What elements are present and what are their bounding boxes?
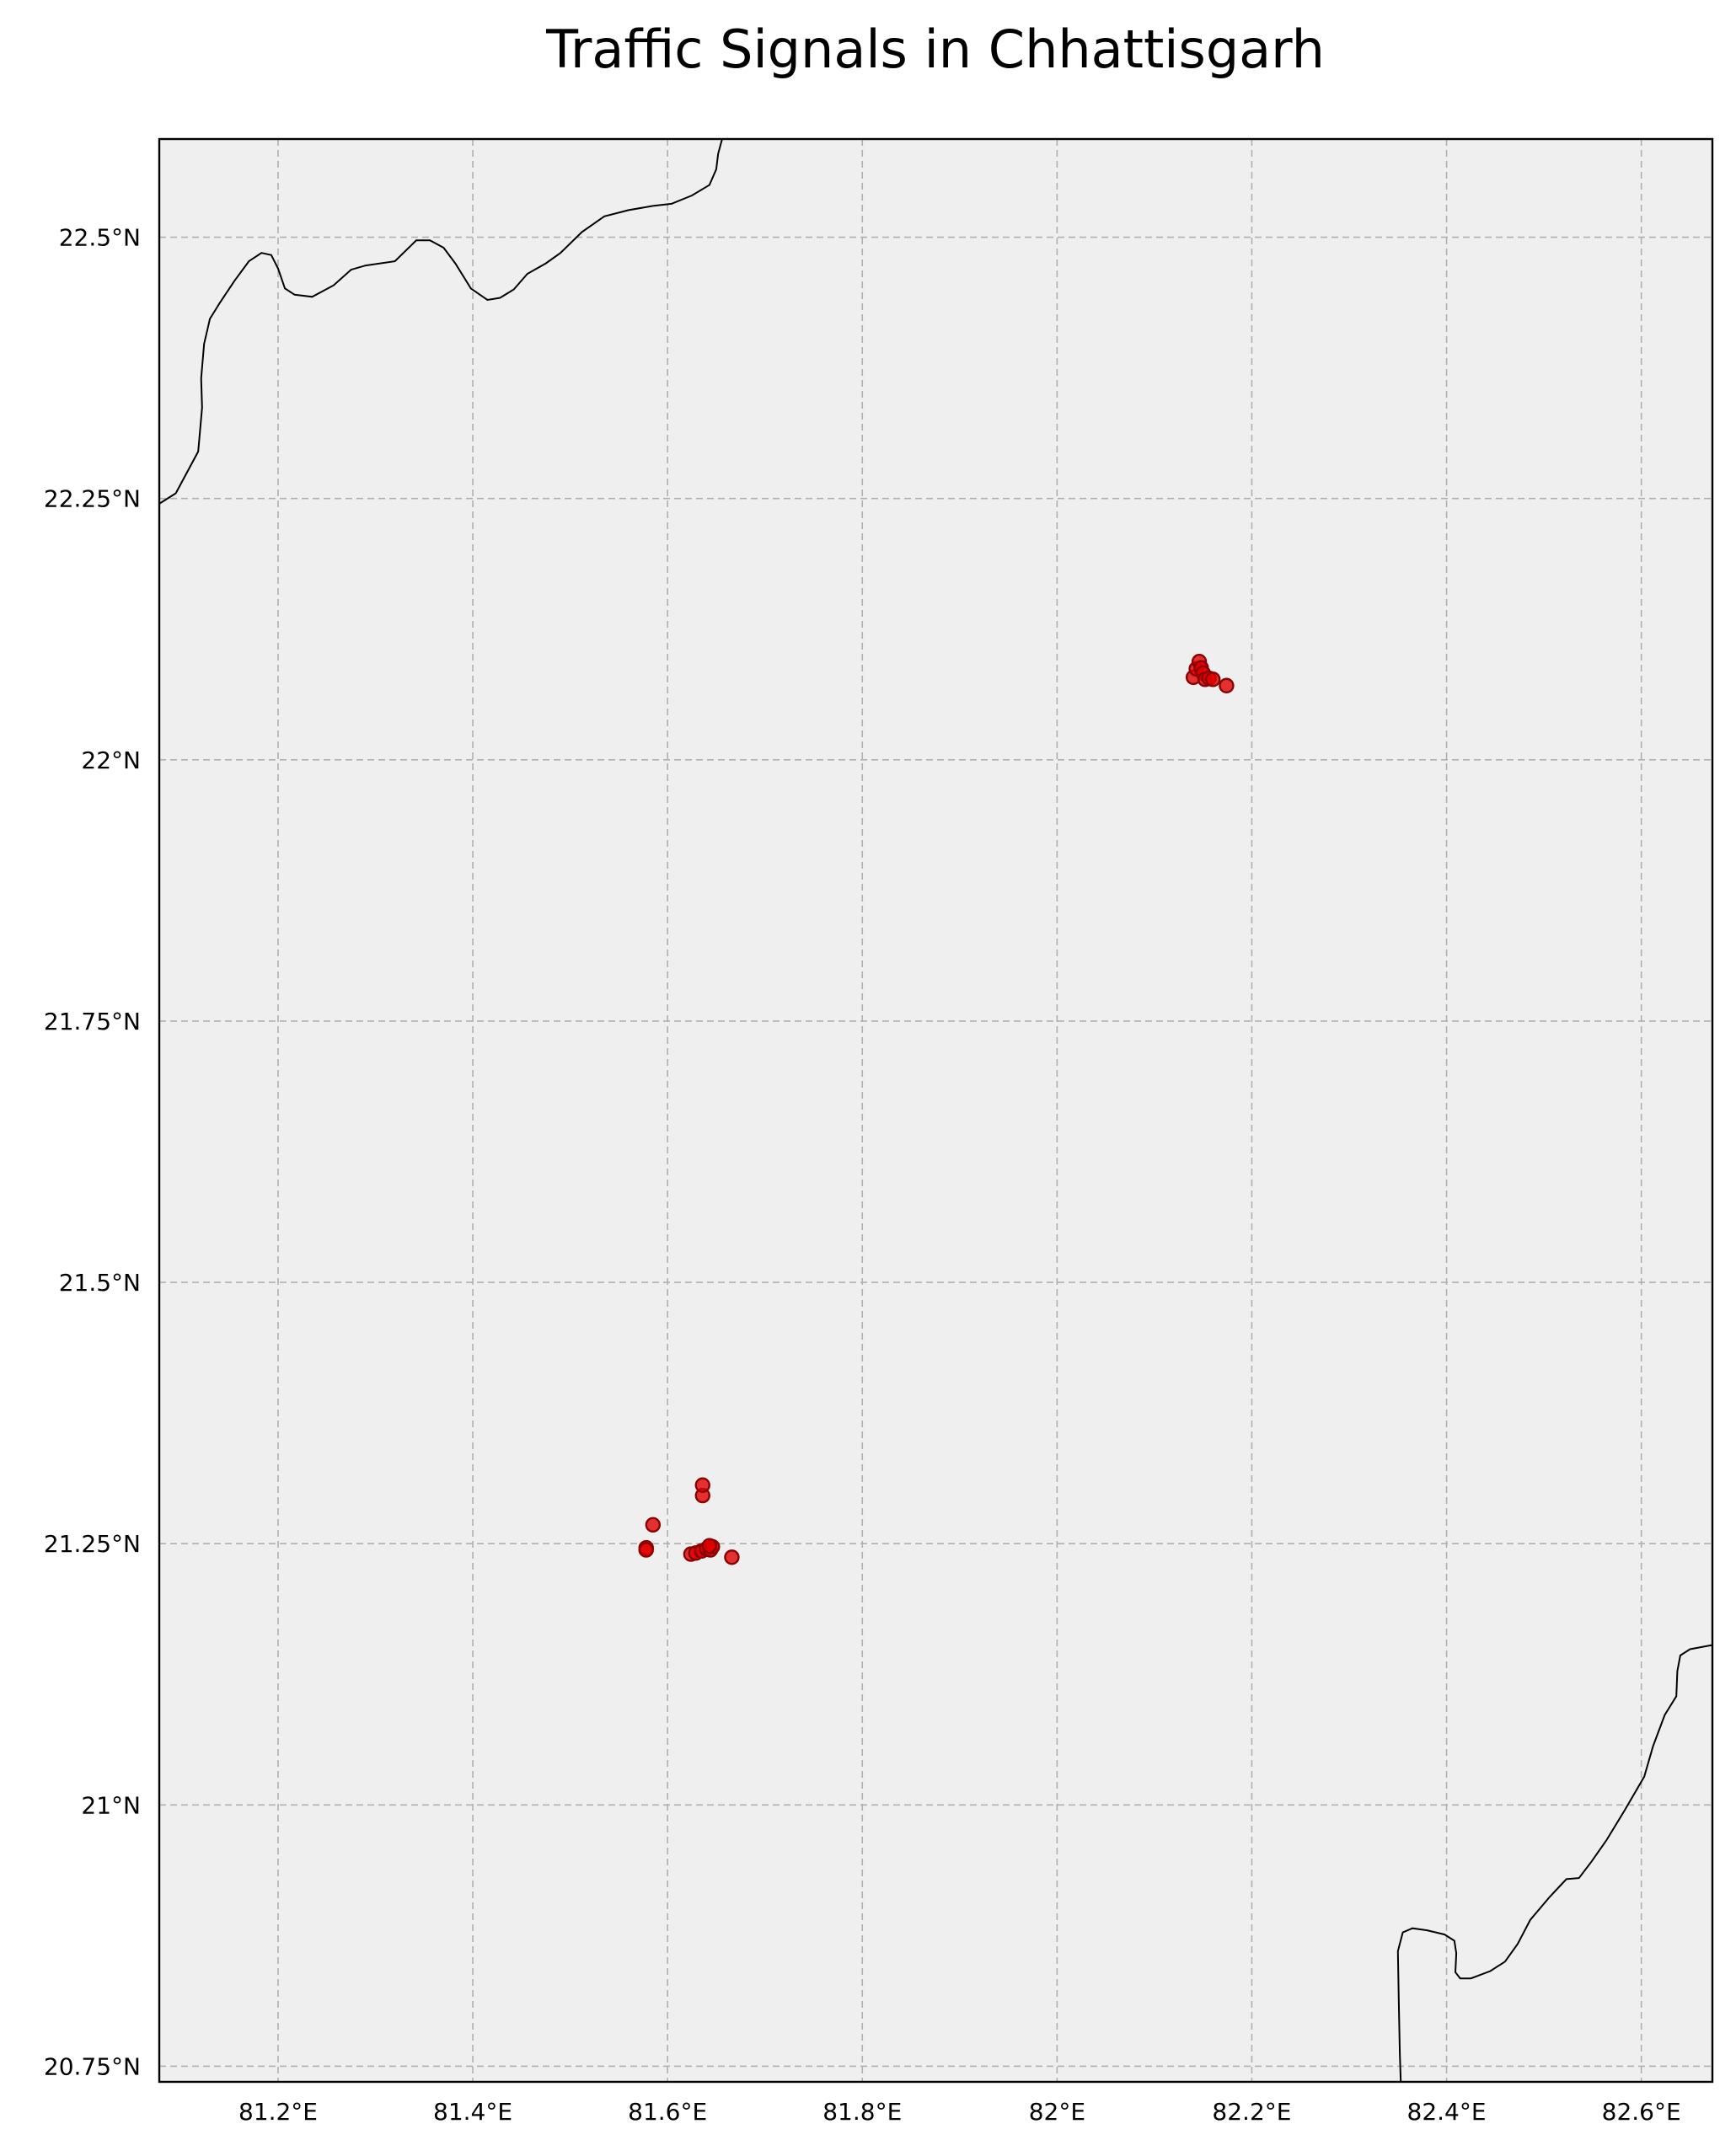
- x-tick-label: 82°E: [1029, 2098, 1085, 2126]
- x-tick-label: 82.2°E: [1212, 2098, 1291, 2126]
- x-tick-label: 81.2°E: [238, 2098, 318, 2126]
- y-tick-label: 21.25°N: [44, 1530, 141, 1558]
- y-tick-label: 21°N: [81, 1791, 141, 1819]
- traffic-signal-points: [638, 654, 1235, 1565]
- state-boundary-line: [158, 138, 723, 505]
- y-tick-label: 22°N: [81, 746, 141, 774]
- traffic-signal-point: [638, 1542, 654, 1558]
- y-tick-label: 20.75°N: [44, 2052, 141, 2080]
- map-frame: [158, 137, 1714, 2084]
- y-axis-tick-labels: 20.75°N 21°N 21.25°N 21.5°N 21.75°N 22°N 22.25…: [44, 224, 141, 2081]
- y-tick-label: 21.5°N: [59, 1269, 141, 1297]
- x-tick-label: 81.4°E: [433, 2098, 512, 2126]
- map-background: [159, 139, 1712, 2082]
- y-tick-label: 22.5°N: [59, 224, 141, 252]
- traffic-signal-point: [1205, 671, 1221, 687]
- traffic-signal-point: [694, 1477, 710, 1493]
- chart-title: Traffic Signals in Chhattisgarh: [545, 19, 1325, 80]
- y-tick-label: 21.75°N: [44, 1008, 141, 1035]
- traffic-signal-point: [1219, 677, 1235, 693]
- traffic-signal-point: [645, 1517, 662, 1533]
- state-boundary-line: [1396, 1644, 1713, 2083]
- x-tick-label: 82.4°E: [1407, 2098, 1487, 2126]
- x-tick-label: 82.6°E: [1602, 2098, 1681, 2126]
- x-axis-tick-labels: 81.2°E 81.4°E 81.6°E 81.8°E 82°E 82.2°E 82.4°E…: [238, 2098, 1681, 2126]
- x-tick-label: 81.8°E: [822, 2098, 902, 2126]
- traffic-signal-point: [701, 1538, 718, 1554]
- state-boundaries: [158, 138, 1713, 2083]
- x-tick-label: 81.6°E: [628, 2098, 707, 2126]
- grid-lines: [159, 139, 1712, 2082]
- y-tick-label: 22.25°N: [44, 485, 141, 513]
- traffic-signal-point: [724, 1549, 740, 1565]
